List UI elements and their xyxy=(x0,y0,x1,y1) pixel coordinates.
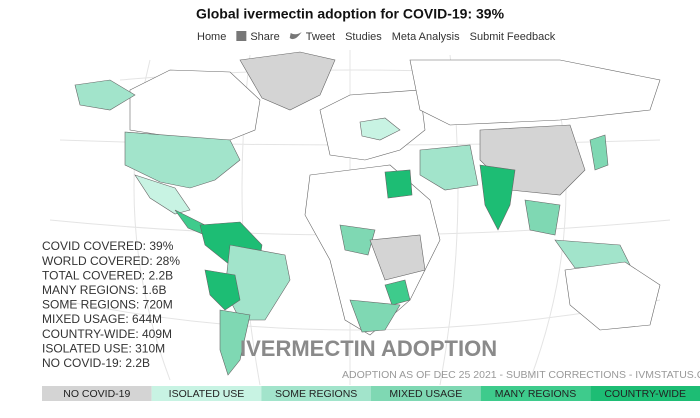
legend: NO COVID-19 ISOLATED USE SOME REGIONS MIXED… xyxy=(42,386,700,401)
legend-label: NO COVID-19 xyxy=(63,388,130,400)
stat-line: WORLD COVERED: 28% xyxy=(42,254,180,268)
mexico xyxy=(134,174,191,215)
map xyxy=(49,50,671,386)
south-africa xyxy=(349,299,401,333)
legend-label: COUNTRY-WIDE xyxy=(604,388,686,400)
argentina-chile xyxy=(219,309,251,376)
stat-line: TOTAL COVERED: 2.2B xyxy=(42,268,173,282)
stats: COVID COVERED: 39%WORLD COVERED: 28%TOTA… xyxy=(42,239,180,370)
central-africa xyxy=(369,234,426,281)
legend-swatch xyxy=(42,386,152,401)
peru-bolivia xyxy=(204,269,241,311)
russia xyxy=(409,59,661,126)
stat-line: ISOLATED USE: 310M xyxy=(42,341,165,355)
nav-link[interactable]: Meta Analysis xyxy=(392,31,460,43)
nigeria xyxy=(339,224,376,256)
stat-line: MANY REGIONS: 1.6B xyxy=(42,283,166,297)
greenland xyxy=(239,51,336,111)
stat-line: MIXED USAGE: 644M xyxy=(42,312,162,326)
australia xyxy=(564,261,661,331)
stat-line: COUNTRY-WIDE: 409M xyxy=(42,327,172,341)
nav-link[interactable]: Submit Feedback xyxy=(470,31,556,43)
nav-bar: Home Share Tweet Studies Meta Analysis Submit… xyxy=(197,31,556,43)
legend-swatch xyxy=(590,386,700,401)
legend-swatch xyxy=(371,386,481,401)
legend-label: ISOLATED USE xyxy=(169,388,245,400)
nav-link[interactable]: Share xyxy=(250,31,279,43)
legend-label: MIXED USAGE xyxy=(389,388,462,400)
zimbabwe xyxy=(384,279,411,306)
stat-line: COVID COVERED: 39% xyxy=(42,239,174,253)
share-icon xyxy=(236,31,247,41)
legend-label: MANY REGIONS xyxy=(495,388,577,400)
egypt xyxy=(384,169,413,199)
nav-link[interactable]: Tweet xyxy=(306,31,335,43)
legend-label: SOME REGIONS xyxy=(275,388,357,400)
canada xyxy=(129,69,261,141)
stat-line: NO COVID-19: 2.2B xyxy=(42,356,150,370)
legend-swatch xyxy=(261,386,371,401)
usa xyxy=(124,131,241,189)
legend-swatch xyxy=(480,386,591,401)
japan xyxy=(589,134,609,171)
map-subtitle: ADOPTION AS OF DEC 25 2021 - SUBMIT CORR… xyxy=(342,369,700,381)
middle-east xyxy=(419,144,479,191)
tweet-icon xyxy=(289,32,302,40)
nav-link[interactable]: Studies xyxy=(345,31,382,43)
map-title: IVERMECTIN ADOPTION xyxy=(240,336,497,361)
nav-link[interactable]: Home xyxy=(197,31,226,43)
central-america xyxy=(174,209,206,236)
stat-line: SOME REGIONS: 720M xyxy=(42,298,173,312)
india xyxy=(479,164,516,231)
legend-swatch xyxy=(151,386,262,401)
southeast-asia xyxy=(524,199,561,236)
page-title: Global ivermectin adoption for COVID-19:… xyxy=(196,6,505,22)
eastern-europe xyxy=(359,117,401,141)
alaska xyxy=(74,79,136,111)
